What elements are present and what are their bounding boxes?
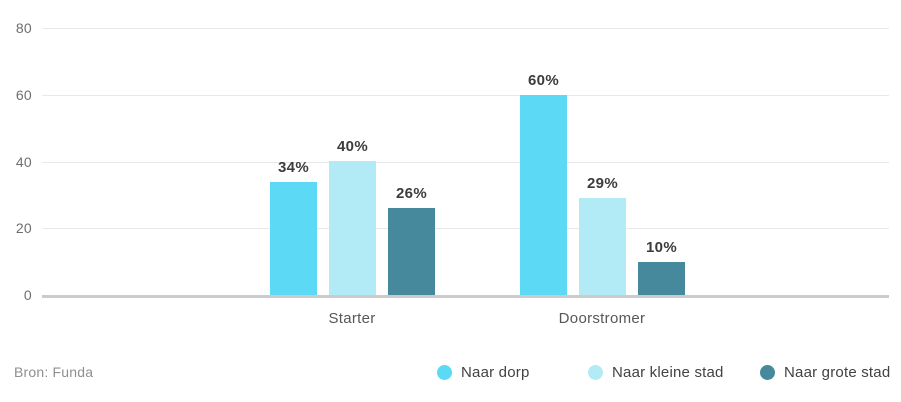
legend-dot-icon <box>437 364 452 380</box>
source-label: Bron: Funda <box>14 364 94 380</box>
bar <box>388 208 435 295</box>
legend-label: Naar grote stad <box>784 363 891 381</box>
bar-value-label: 60% <box>528 72 559 89</box>
x-axis-baseline <box>42 295 889 298</box>
legend-item: Naar dorp <box>437 363 530 381</box>
y-axis-tick-label: 60 <box>15 87 32 103</box>
y-axis-tick-label: 0 <box>23 287 32 303</box>
bar <box>520 95 567 295</box>
legend-label: Naar kleine stad <box>612 363 724 381</box>
gridline <box>42 95 889 96</box>
category-label: Doorstromer <box>558 310 646 327</box>
gridline <box>42 162 889 163</box>
legend-dot-icon <box>588 364 603 380</box>
gridline <box>42 28 889 29</box>
legend-item: Naar grote stad <box>760 363 890 381</box>
y-axis-tick-label: 20 <box>15 220 32 236</box>
bar <box>270 182 317 295</box>
bar-value-label: 40% <box>337 138 368 155</box>
plot-area: 0 20 40 60 80 34% 40% 26% Starter 60% 29% 10% Doorst… <box>15 20 889 327</box>
category-label: Starter <box>328 310 376 327</box>
gridline <box>42 228 889 229</box>
legend-label: Naar dorp <box>461 363 530 381</box>
bar-value-label: 26% <box>396 185 427 202</box>
bar <box>579 198 626 295</box>
bar-value-label: 34% <box>278 159 309 176</box>
y-axis-tick-label: 80 <box>15 20 32 36</box>
bar-value-label: 10% <box>646 239 677 256</box>
legend-dot-icon <box>760 364 775 380</box>
y-axis-tick-label: 40 <box>15 154 32 170</box>
bar <box>329 161 376 295</box>
bar <box>638 262 685 295</box>
bar-value-label: 29% <box>587 175 618 192</box>
legend-item: Naar kleine stad <box>588 363 724 381</box>
